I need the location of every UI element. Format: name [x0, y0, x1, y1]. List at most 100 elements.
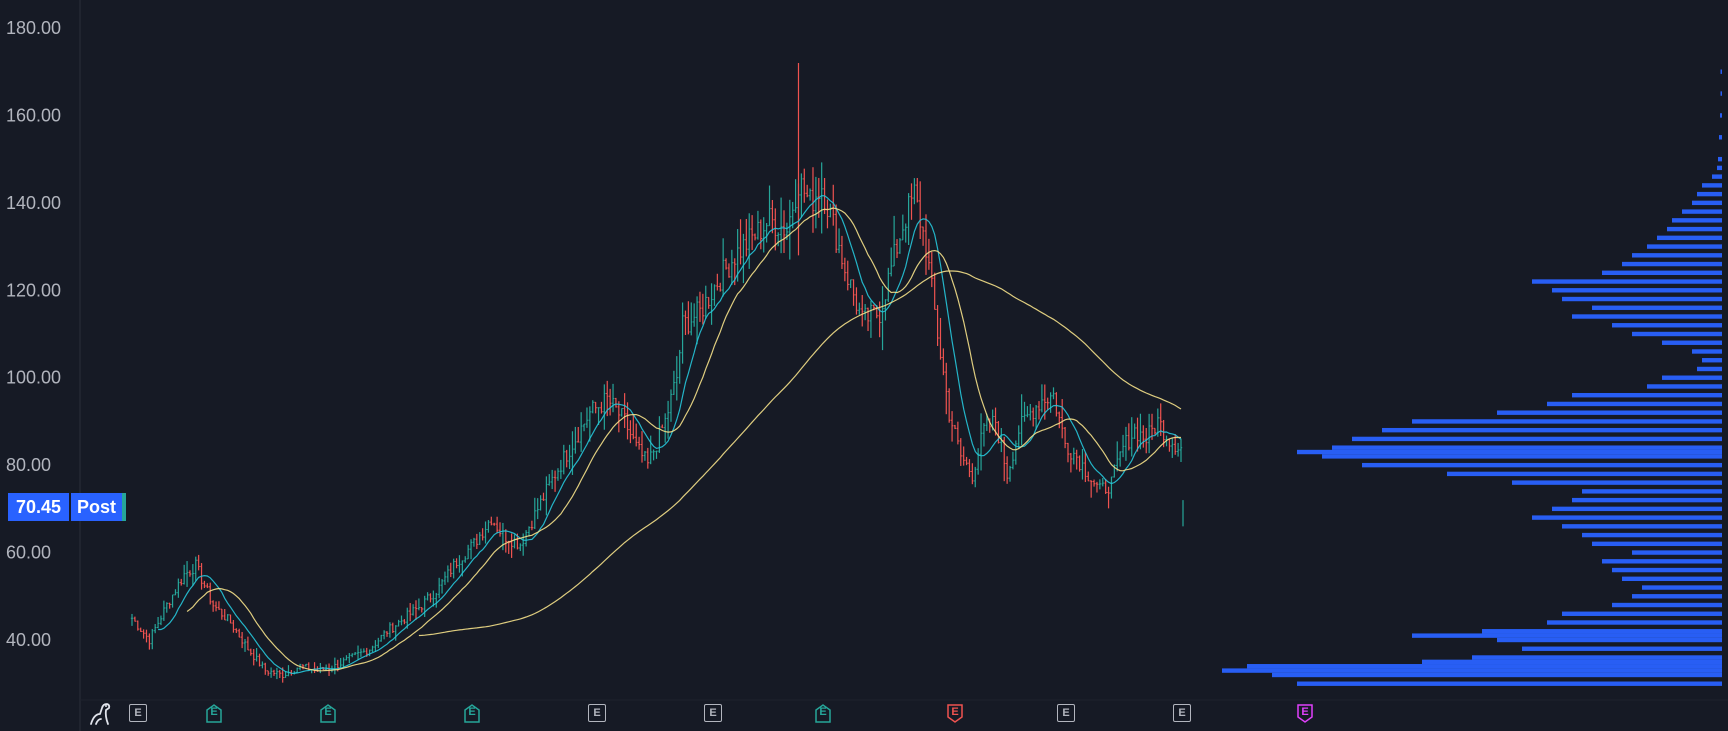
earnings-marker[interactable]: E — [129, 704, 147, 722]
volume-profile-bar — [1247, 664, 1722, 669]
event-label: E — [709, 707, 717, 719]
volume-profile-bar — [1552, 506, 1722, 512]
volume-profile-bar — [1547, 401, 1722, 407]
volume-profile-bar — [1632, 253, 1722, 258]
earnings-beat-marker[interactable]: E — [206, 704, 222, 723]
volume-profile-bar — [1362, 462, 1722, 468]
volume-profile-bar — [1482, 629, 1722, 634]
marker-frame-icon — [206, 704, 222, 723]
volume-profile-bar — [1632, 550, 1722, 555]
y-axis-tick-label: 100.00 — [6, 368, 61, 388]
earnings-marker[interactable]: E — [704, 704, 722, 722]
volume-profile-bar — [1632, 594, 1722, 599]
earnings-miss-marker[interactable]: E — [947, 704, 963, 723]
last-price-value: 70.45 — [8, 493, 70, 521]
event-label: E — [1062, 707, 1070, 719]
volume-profile-bar — [1472, 655, 1722, 660]
volume-profile-bar — [1647, 384, 1722, 389]
volume-profile-bar — [1682, 209, 1722, 214]
volume-profile-bar — [1667, 226, 1722, 232]
volume-profile-bar — [1272, 672, 1722, 678]
volume-profile-bar — [1522, 646, 1722, 651]
earnings-beat-marker[interactable]: E — [815, 704, 831, 723]
volume-profile-bar — [1702, 358, 1722, 363]
volume-profile-bar — [1382, 427, 1722, 433]
volume-profile-bar — [1547, 620, 1722, 625]
volume-profile-bar — [1672, 218, 1722, 223]
earnings-marker[interactable]: E — [588, 704, 606, 722]
volume-profile-bar — [1602, 270, 1722, 275]
volume-profile-bar — [1702, 183, 1722, 188]
upcoming-earnings-marker[interactable]: E — [1297, 704, 1313, 723]
y-axis-tick-label: 120.00 — [6, 280, 61, 300]
volume-profile-bar — [1720, 69, 1722, 74]
marker-outline — [1297, 704, 1313, 723]
volume-profile-bar — [1692, 349, 1722, 354]
event-label: E — [468, 706, 476, 718]
marker-frame-icon — [815, 704, 831, 723]
volume-profile-bar — [1562, 524, 1722, 529]
volume-profile-bar — [1647, 244, 1722, 249]
earnings-marker[interactable]: E — [1173, 704, 1191, 722]
session-label: Post — [71, 493, 127, 521]
volume-profile-bar — [1632, 331, 1722, 337]
earnings-beat-marker[interactable]: E — [320, 704, 336, 723]
volume-profile-bar — [1622, 576, 1722, 581]
volume-profile-bar — [1572, 314, 1722, 319]
marker-outline — [464, 704, 480, 723]
tradingview-logo-icon[interactable] — [88, 700, 114, 726]
moving-average-line — [418, 270, 1182, 637]
y-axis-tick-label: 60.00 — [6, 543, 51, 563]
volume-profile-bar — [1717, 165, 1722, 171]
y-axis-tick-label: 180.00 — [6, 18, 61, 38]
volume-profile-bar — [1412, 419, 1722, 424]
volume-profile-bar — [1532, 279, 1722, 284]
volume-profile-bar — [1697, 366, 1722, 372]
volume-profile-bar — [1322, 454, 1722, 459]
event-label: E — [210, 706, 218, 718]
volume-profile-bar — [1662, 340, 1722, 345]
y-axis-tick-label: 40.00 — [6, 630, 51, 650]
volume-profile-bar — [1512, 480, 1722, 485]
event-label: E — [593, 707, 601, 719]
volume-profile-bar — [1712, 174, 1722, 179]
y-axis-tick-label: 140.00 — [6, 193, 61, 213]
marker-outline — [947, 704, 963, 723]
volume-profile-bar — [1642, 585, 1722, 590]
earnings-marker[interactable]: E — [1057, 704, 1075, 722]
volume-profile-bar — [1692, 200, 1722, 206]
volume-profile-bar — [1719, 135, 1722, 140]
marker-outline — [206, 704, 222, 723]
volume-profile-bar — [1332, 445, 1722, 450]
volume-profile-bar — [1697, 191, 1722, 197]
volume-profile-bar — [1412, 633, 1722, 638]
volume-profile-bar — [1572, 393, 1722, 398]
volume-profile-bar — [1297, 449, 1722, 455]
volume-profile-bar — [1352, 436, 1722, 442]
volume-profile-bar — [1657, 235, 1722, 241]
volume-profile-bar — [1592, 305, 1722, 310]
event-label: E — [1301, 706, 1309, 718]
volume-profile-bar — [1612, 567, 1722, 573]
event-label: E — [819, 706, 827, 718]
volume-profile-bar — [1552, 288, 1722, 293]
marker-frame-icon — [464, 704, 480, 723]
volume-profile-bar — [1497, 637, 1722, 643]
marker-frame-icon — [320, 704, 336, 723]
moving-average-line — [186, 207, 1182, 672]
last-price-badge: 70.45 Post — [8, 493, 127, 521]
marker-frame-icon — [947, 704, 963, 723]
volume-profile-bar — [1582, 532, 1722, 538]
volume-profile-bar — [1297, 681, 1722, 686]
volume-profile-bar — [1622, 261, 1722, 267]
volume-profile-bar — [1582, 489, 1722, 494]
volume-profile-bar — [1602, 559, 1722, 564]
volume-profile-bar — [1612, 323, 1722, 328]
volume-profile-bar — [1422, 659, 1722, 665]
volume-profile-bar — [1720, 113, 1722, 118]
earnings-beat-marker[interactable]: E — [464, 704, 480, 723]
marker-outline — [815, 704, 831, 723]
